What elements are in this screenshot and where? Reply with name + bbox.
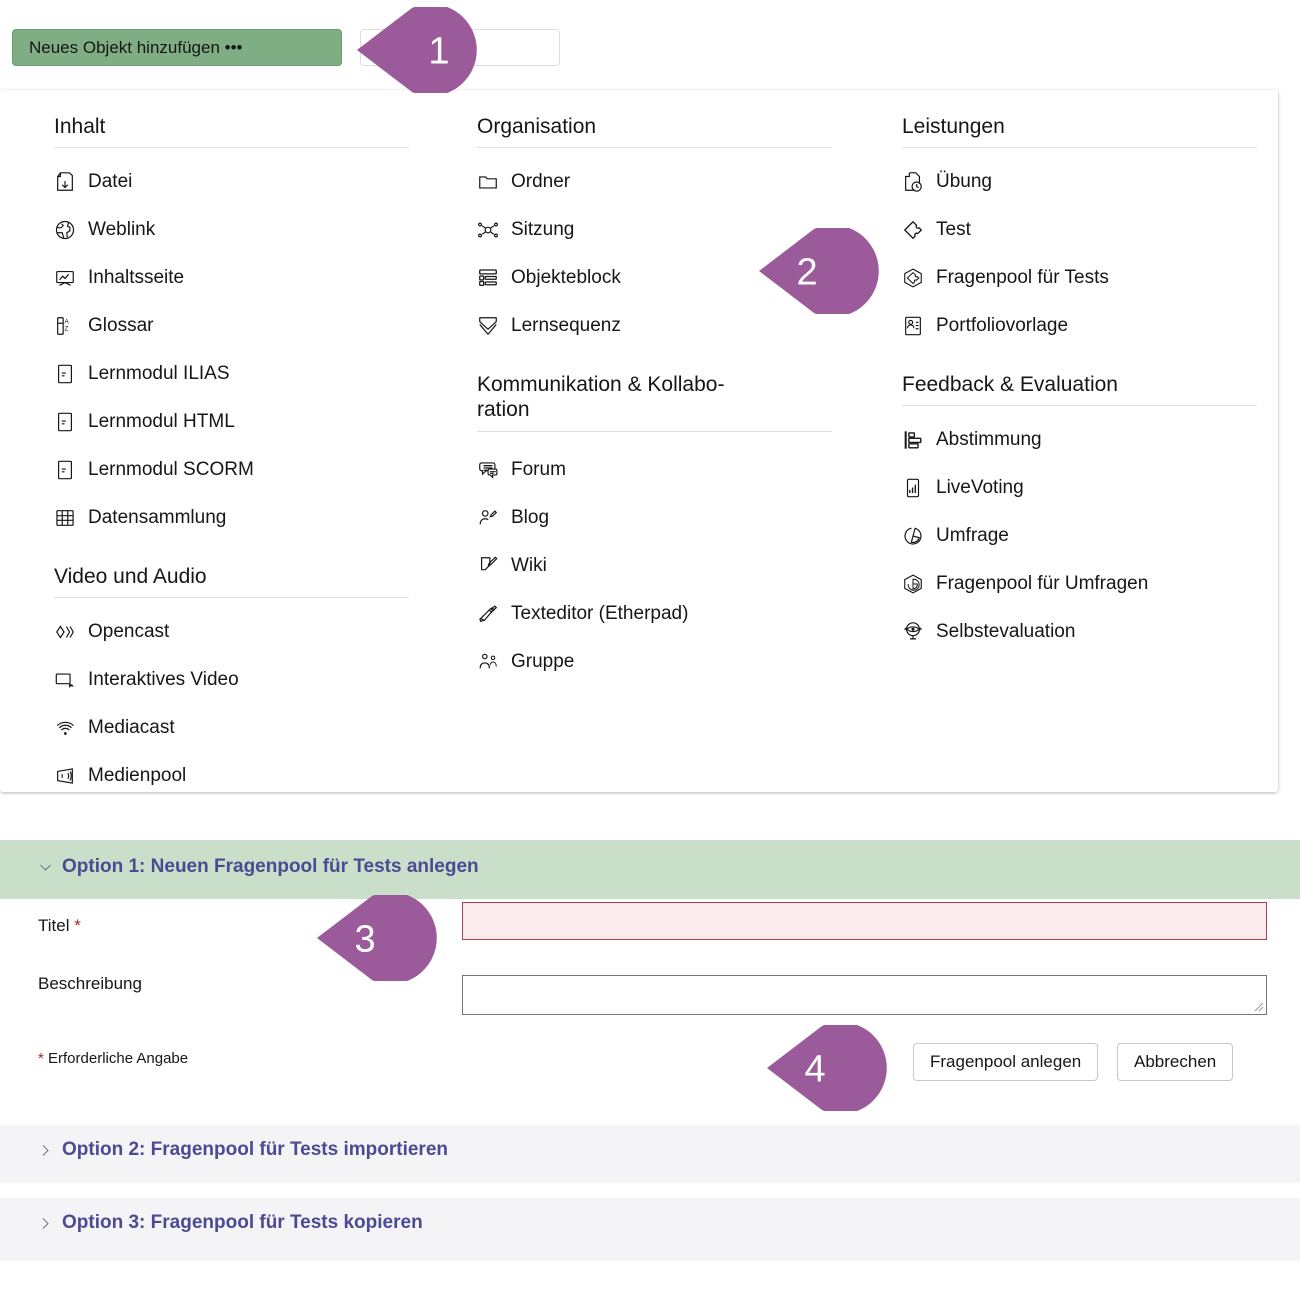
svg-text:A: A <box>65 319 70 326</box>
svg-text:Z: Z <box>65 326 69 333</box>
